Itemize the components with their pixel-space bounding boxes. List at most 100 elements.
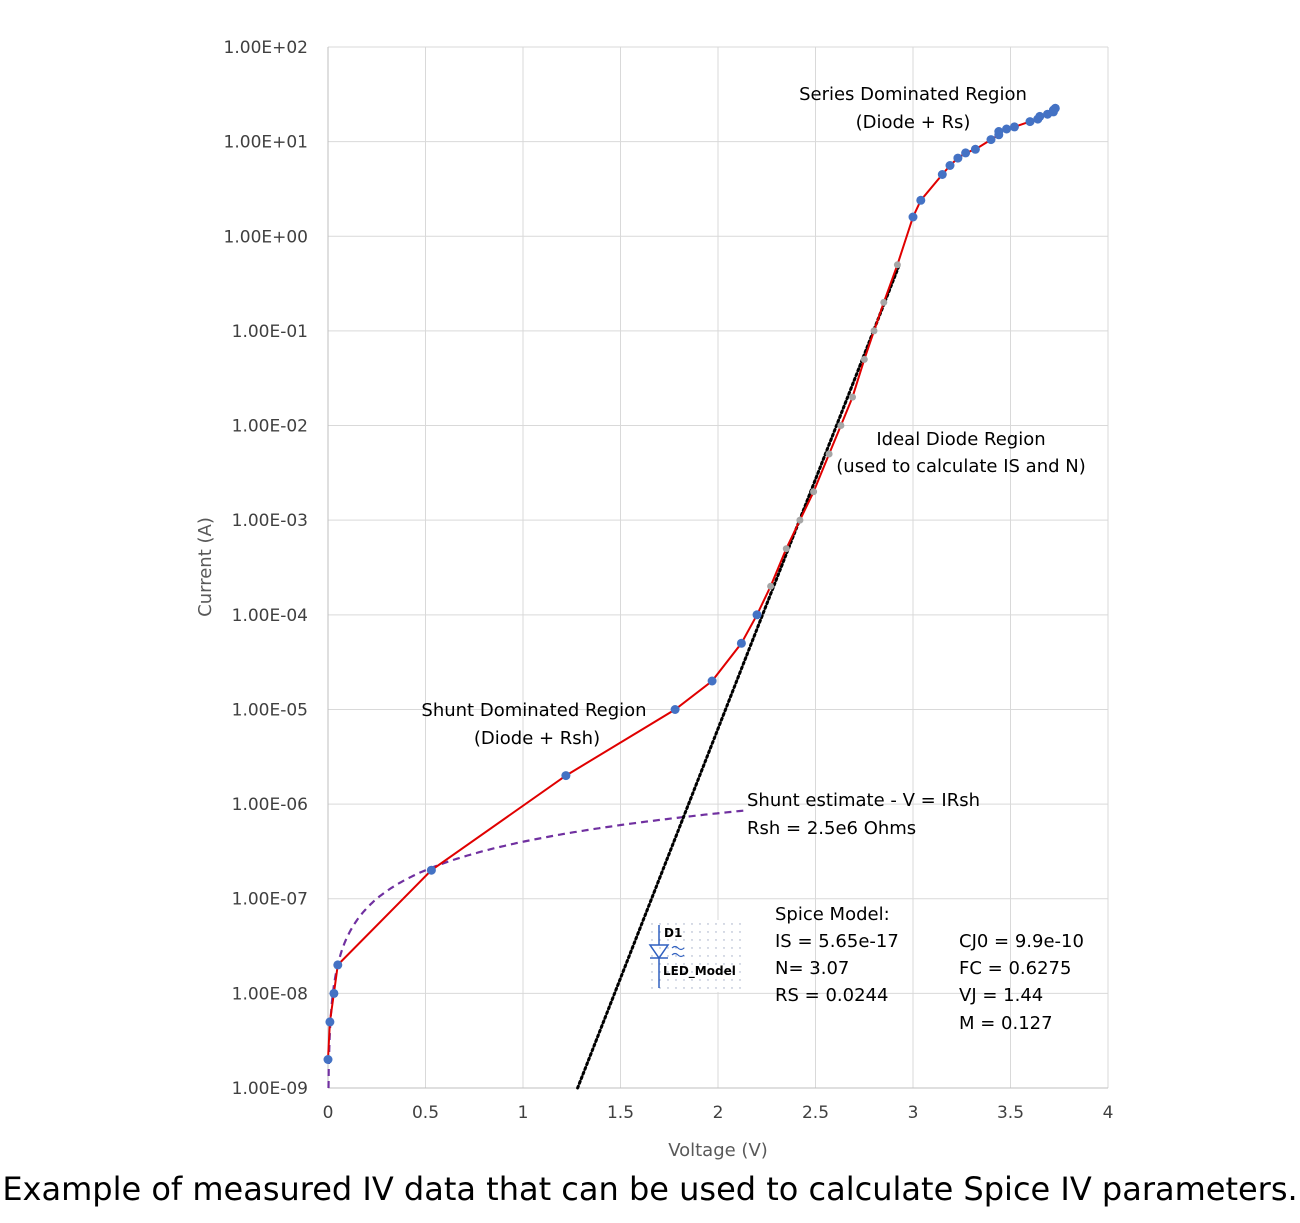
ideal-region-point — [837, 422, 845, 429]
shunt-region-annotation: Shunt Dominated Region (Diode + Rsh) — [421, 700, 646, 749]
x-tick-label: 4 — [1103, 1103, 1114, 1123]
y-tick-label: 1.00E-07 — [232, 890, 308, 910]
x-axis-title: Voltage (V) — [668, 1140, 768, 1161]
y-tick-label: 1.00E+02 — [224, 38, 308, 58]
spice-model-title: Spice Model: — [775, 904, 890, 925]
series-region-annotation: Series Dominated Region (Diode + Rs) — [799, 84, 1027, 133]
y-tick-label: 1.00E-09 — [232, 1079, 308, 1099]
shunt-estimate-rsh: Rsh = 2.5e6 Ohms — [747, 818, 916, 839]
grid-dot — [739, 955, 741, 957]
grid-dot — [723, 955, 725, 957]
measured-iv-line — [327, 107, 1056, 1060]
y-tick-label: 1.00E-04 — [232, 606, 308, 626]
grid-dot — [691, 923, 693, 925]
grid-dot — [667, 939, 669, 941]
grid-dot — [691, 931, 693, 933]
grid-dot — [723, 987, 725, 989]
grid-dot — [651, 979, 653, 981]
grid-dot — [667, 971, 669, 973]
ideal-diode-fit-line — [576, 263, 901, 1090]
spice-n: N= 3.07 — [775, 958, 849, 979]
measured-point — [908, 212, 918, 222]
y-axis-title: Current (A) — [195, 517, 216, 617]
ideal-region-point — [870, 327, 878, 335]
ideal-region-title: Ideal Diode Region — [876, 429, 1045, 450]
y-tick-label: 1.00E+01 — [224, 133, 308, 153]
grid-dot — [723, 923, 725, 925]
grid-dot — [683, 979, 685, 981]
grid-dot — [739, 979, 741, 981]
grid-dot — [691, 939, 693, 941]
grid-dot — [691, 979, 693, 981]
series-region-title: Series Dominated Region — [799, 84, 1027, 105]
measured-point — [986, 135, 996, 145]
measured-curve — [327, 107, 1056, 1060]
series-region-subtitle: (Diode + Rs) — [856, 112, 971, 133]
grid-dot — [691, 971, 693, 973]
figure-caption: Example of measured IV data that can be … — [2, 1170, 1298, 1208]
ideal-region-point — [860, 355, 868, 363]
grid-dot — [731, 971, 733, 973]
grid-dot — [739, 971, 741, 973]
grid-dot — [675, 955, 677, 957]
light-emission-icon — [671, 945, 685, 958]
grid-dot — [699, 947, 701, 949]
grid-dot — [651, 971, 653, 973]
y-tick-label: 1.00E-05 — [232, 700, 308, 720]
grid-dot — [683, 939, 685, 941]
grid-dot — [699, 971, 701, 973]
symbol-ref-label: D1 — [664, 926, 682, 940]
grid-dot — [723, 979, 725, 981]
grid-dot — [667, 923, 669, 925]
grid-dot — [707, 987, 709, 989]
measured-point — [916, 195, 926, 205]
grid-dot — [659, 923, 661, 925]
measured-point — [994, 127, 1004, 136]
grid-dot — [739, 939, 741, 941]
grid-dot — [707, 947, 709, 949]
grid-dot — [731, 987, 733, 989]
measured-point — [937, 170, 947, 179]
grid-dot — [715, 939, 717, 941]
grid-dot — [707, 979, 709, 981]
grid-dot — [707, 971, 709, 973]
diode-triangle-icon — [648, 944, 670, 960]
grid-dot — [651, 987, 653, 989]
grid-dot — [667, 955, 669, 957]
grid-dot — [731, 947, 733, 949]
grid-dot — [715, 955, 717, 957]
measured-point — [752, 610, 762, 620]
measured-point — [736, 638, 746, 648]
x-tick-label: 1 — [518, 1103, 529, 1123]
grid-dot — [691, 987, 693, 989]
grid-dot — [699, 955, 701, 957]
measured-point — [953, 153, 963, 163]
grid-dot — [683, 963, 685, 965]
measured-point — [970, 144, 980, 154]
grid-dot — [675, 987, 677, 989]
y-tick-label: 1.00E-01 — [232, 322, 308, 342]
measured-point — [333, 960, 343, 970]
ideal-region-point — [782, 545, 790, 553]
grid-dot — [715, 947, 717, 949]
spice-m: M = 0.127 — [959, 1013, 1053, 1034]
grid-dot — [667, 963, 669, 965]
spice-model-box: Spice Model: IS = 5.65e-17 N= 3.07 RS = … — [775, 904, 1084, 1034]
spice-is: IS = 5.65e-17 — [775, 931, 899, 952]
grid-dot — [675, 963, 677, 965]
spice-fc: FC = 0.6275 — [959, 958, 1071, 979]
ideal-region-point — [825, 450, 833, 458]
grid-dot — [691, 955, 693, 957]
shunt-estimate-curve — [327, 809, 744, 1089]
grid-dot — [715, 979, 717, 981]
grid-dot — [715, 963, 717, 965]
measured-point — [945, 161, 955, 170]
grid-dot — [691, 963, 693, 965]
grid-dot — [651, 939, 653, 941]
measured-point — [561, 771, 571, 781]
y-tick-label: 1.00E-02 — [232, 417, 308, 437]
grid-dot — [667, 987, 669, 989]
measured-point — [1050, 103, 1060, 113]
shunt-estimate-title: Shunt estimate - V = IRsh — [747, 790, 980, 811]
grid-dot — [683, 931, 685, 933]
